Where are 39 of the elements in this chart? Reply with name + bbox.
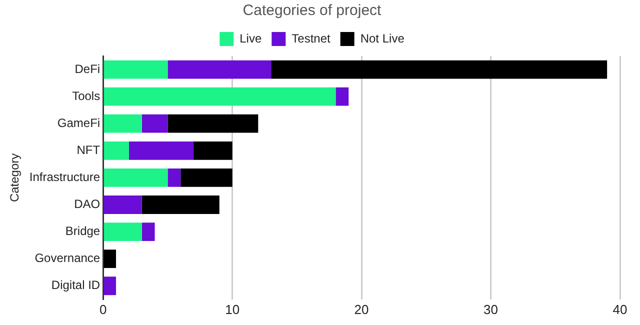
y-tick-label: Digital ID xyxy=(51,278,100,292)
y-tick-label: DAO xyxy=(74,197,100,212)
bar xyxy=(142,196,220,214)
bar xyxy=(104,114,142,133)
y-tick-label: Governance xyxy=(34,251,100,266)
x-tick-label: 20 xyxy=(354,302,369,317)
bar xyxy=(142,222,155,241)
bar xyxy=(104,60,168,79)
bar xyxy=(104,250,116,268)
bar xyxy=(104,87,336,106)
y-tick-label: GameFi xyxy=(57,116,100,130)
x-tick-label: 0 xyxy=(99,302,107,317)
y-axis-title: Category xyxy=(8,153,22,202)
bar xyxy=(104,196,142,214)
legend-label: Not Live xyxy=(360,31,405,46)
y-tick-label: Tools xyxy=(72,88,100,103)
legend-label: Live xyxy=(240,31,262,46)
x-tick-label: 40 xyxy=(612,302,628,317)
y-tick-label: Infrastructure xyxy=(29,170,100,184)
bar xyxy=(271,60,608,79)
x-tick-label: 30 xyxy=(484,302,498,317)
x-tick-label: 10 xyxy=(225,302,240,317)
bar xyxy=(128,141,194,160)
bar xyxy=(142,114,168,133)
bar xyxy=(168,168,181,187)
bar xyxy=(180,168,232,187)
bar xyxy=(336,87,349,106)
bar xyxy=(194,141,232,160)
bar xyxy=(104,276,116,296)
bar xyxy=(104,141,129,160)
y-tick-label: Bridge xyxy=(65,224,100,238)
y-tick-label: DeFi xyxy=(74,62,100,76)
legend-label: Testnet xyxy=(292,31,332,46)
bar xyxy=(168,60,272,79)
chart-title: Categories of project xyxy=(242,2,382,20)
y-tick-label: NFT xyxy=(76,142,101,157)
bar xyxy=(104,168,168,187)
bar xyxy=(168,114,258,133)
bar xyxy=(104,222,142,241)
